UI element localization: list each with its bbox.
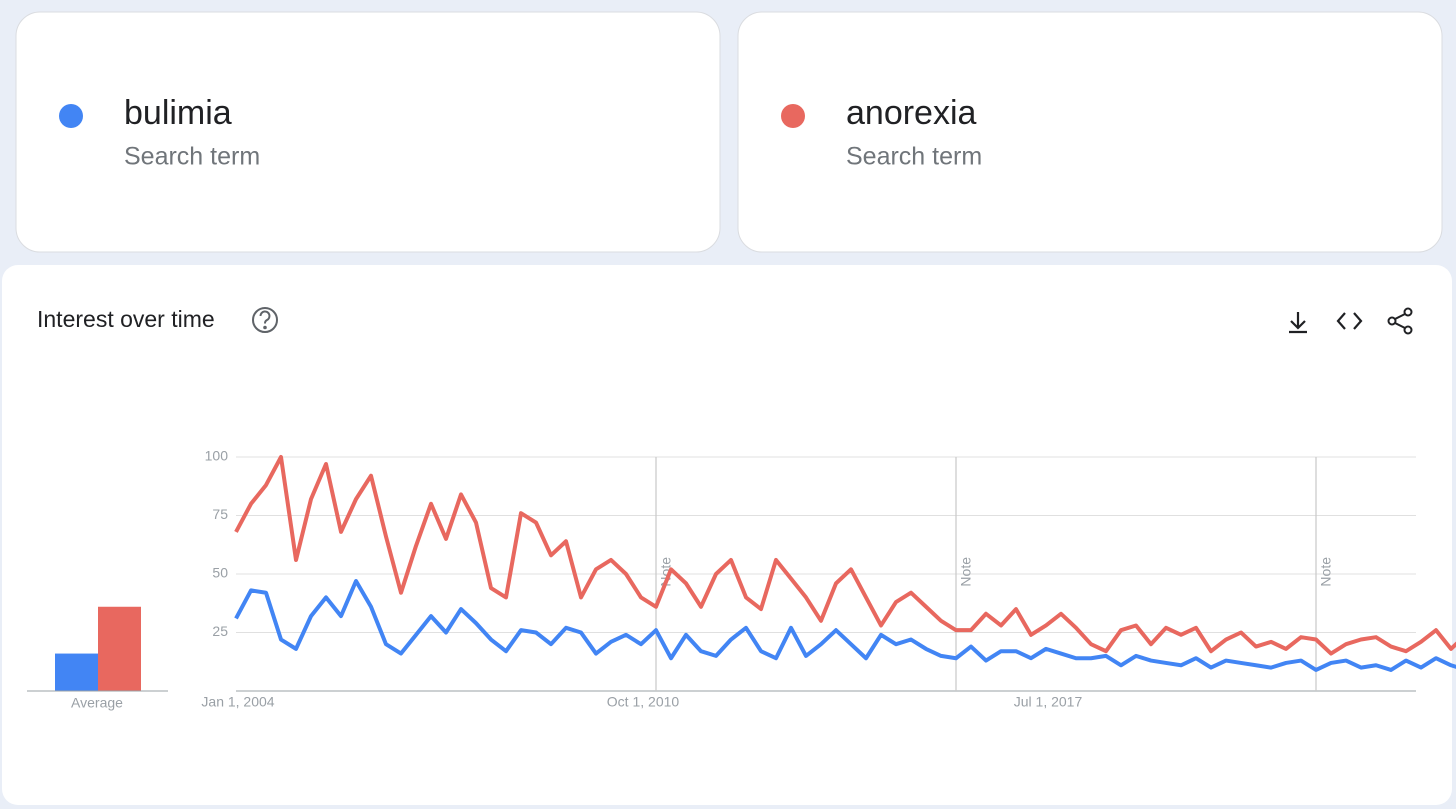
average-bar (98, 606, 141, 691)
term-card[interactable] (15, 11, 721, 253)
y-tick-label: 25 (212, 623, 228, 639)
term-dot (781, 104, 805, 128)
term-type: Search term (124, 143, 260, 171)
y-tick-label: 75 (212, 506, 228, 522)
y-tick-label: 100 (205, 448, 229, 464)
download-icon[interactable] (1289, 312, 1307, 334)
x-tick-label: Jan 1, 2004 (201, 694, 274, 710)
panel (2, 265, 1452, 805)
term-dot (59, 104, 83, 128)
note-label: Note (958, 557, 974, 587)
term-type: Search term (846, 143, 982, 171)
y-tick-label: 50 (212, 565, 228, 581)
term-card[interactable] (737, 11, 1443, 253)
x-tick-label: Jul 1, 2017 (1014, 694, 1083, 710)
help-icon[interactable] (252, 307, 278, 333)
x-tick-label: Oct 1, 2010 (607, 694, 680, 710)
term-name: bulimia (124, 94, 232, 132)
average-label: Average (71, 695, 123, 711)
note-label: Note (1318, 557, 1334, 587)
embed-icon[interactable] (1336, 312, 1363, 330)
panel-title: Interest over time (37, 306, 215, 332)
share-icon[interactable] (1387, 307, 1413, 335)
term-name: anorexia (846, 94, 977, 132)
series-line (234, 579, 1456, 672)
note-label: Note (658, 557, 674, 587)
series-line (234, 455, 1456, 656)
average-bar (55, 653, 98, 691)
